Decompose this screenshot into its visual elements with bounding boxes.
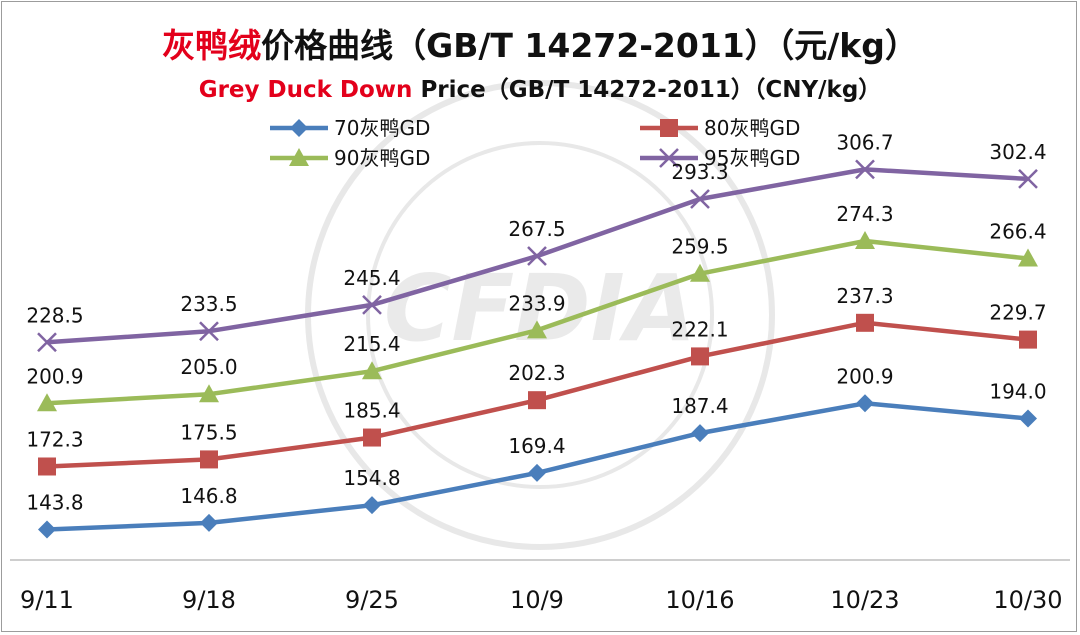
data-point-diamond [1019,409,1037,428]
data-point-diamond [856,394,874,413]
data-point-diamond [691,424,709,443]
data-label: 146.8 [180,484,237,508]
data-label-layer: 143.8 146.8 154.8 169.4 187.4 200.9 194.0 172.3… [26,130,1046,514]
data-point-triangle [199,384,219,403]
legend-label: 80灰鸭GD [704,116,800,140]
data-label: 306.7 [836,130,893,154]
series-layer [37,159,1038,539]
chart-title-red: 灰鸭绒 [162,26,261,65]
watermark-logo: CFDIA [305,80,775,550]
data-label: 202.3 [508,361,565,385]
x-tick-label: 9/18 [182,586,236,614]
data-point-diamond [528,463,546,482]
data-point-x [690,189,710,209]
data-label: 169.4 [508,434,565,458]
data-label: 245.4 [343,266,400,290]
data-label: 233.9 [508,291,565,315]
data-point-x [199,321,219,342]
data-point-triangle [37,393,57,412]
data-label: 259.5 [671,235,728,259]
x-tick-label: 10/23 [830,586,899,614]
data-point-diamond [38,520,56,539]
data-point-x [362,295,382,315]
data-label: 154.8 [343,466,400,490]
data-label: 274.3 [836,202,893,226]
data-point-diamond [200,513,218,532]
data-point-x [855,159,875,180]
x-tick-label: 10/16 [665,586,734,614]
data-point-triangle [289,148,309,166]
data-label: 200.9 [26,364,83,388]
chart-subtitle: Grey Duck Down Price（GB/T 14272-2011）（CN… [199,76,882,103]
data-label: 175.5 [180,420,237,444]
data-point-square [200,450,218,469]
data-point-triangle [527,320,547,339]
data-point-square [363,428,381,447]
data-label: 266.4 [989,219,1046,243]
data-point-square [38,457,56,476]
data-point-x [527,246,547,266]
data-label: 222.1 [671,317,728,341]
data-point-x [37,332,57,353]
series-1 [38,394,1037,539]
data-label: 302.4 [989,140,1046,164]
legend-entry: 90灰鸭GD [270,146,430,170]
data-label: 194.0 [989,380,1046,404]
data-point-diamond [290,119,308,137]
data-label: 185.4 [343,399,400,423]
data-label: 172.3 [26,427,83,451]
legend-label: 70灰鸭GD [334,116,430,140]
data-label: 215.4 [343,332,400,356]
data-point-triangle [855,231,875,250]
data-label: 233.5 [180,292,237,316]
series-3 [37,231,1038,412]
legend-label: 90灰鸭GD [334,146,430,170]
legend: 70灰鸭GD 80灰鸭GD 90灰鸭GD 95灰鸭GD [270,116,800,170]
legend-entry: 95灰鸭GD [640,146,800,170]
chart-subtitle-red: Grey Duck Down [199,77,413,103]
data-label: 205.0 [180,355,237,379]
data-point-diamond [363,496,381,515]
data-point-triangle [1018,248,1038,267]
chart-title: 灰鸭绒价格曲线（GB/T 14272-2011）（元/kg） [162,26,918,65]
data-point-x [1018,169,1038,189]
data-label: 187.4 [671,394,728,418]
chart-subtitle-rest: Price（GB/T 14272-2011）（CNY/kg） [412,76,881,103]
legend-label: 95灰鸭GD [704,146,800,170]
x-axis-tick-labels: 9/11 9/18 9/25 10/9 10/16 10/23 10/30 [20,586,1063,614]
data-point-square [1019,330,1037,349]
data-point-triangle [362,361,382,380]
data-label: 143.8 [26,490,83,514]
data-point-square [660,119,678,137]
data-label: 293.3 [671,160,728,184]
legend-entry: 70灰鸭GD [270,116,430,140]
chart-title-rest: 价格曲线（GB/T 14272-2011）（元/kg） [261,26,918,65]
legend-entry: 80灰鸭GD [640,116,800,140]
x-tick-label: 9/25 [345,586,399,614]
data-label: 228.5 [26,303,83,327]
x-tick-label: 9/11 [20,586,74,614]
series-2 [38,313,1037,476]
x-tick-label: 10/9 [510,586,564,614]
data-label: 200.9 [836,364,893,388]
series-4 [37,159,1038,353]
x-tick-label: 10/30 [993,586,1062,614]
data-point-square [856,313,874,332]
watermark-logo-text: CFDIA [384,255,696,362]
data-label: 229.7 [989,301,1046,325]
data-point-x [659,148,679,168]
data-label: 267.5 [508,217,565,241]
data-point-triangle [690,263,710,282]
data-point-square [528,391,546,410]
data-point-square [691,347,709,366]
data-label: 237.3 [836,284,893,308]
